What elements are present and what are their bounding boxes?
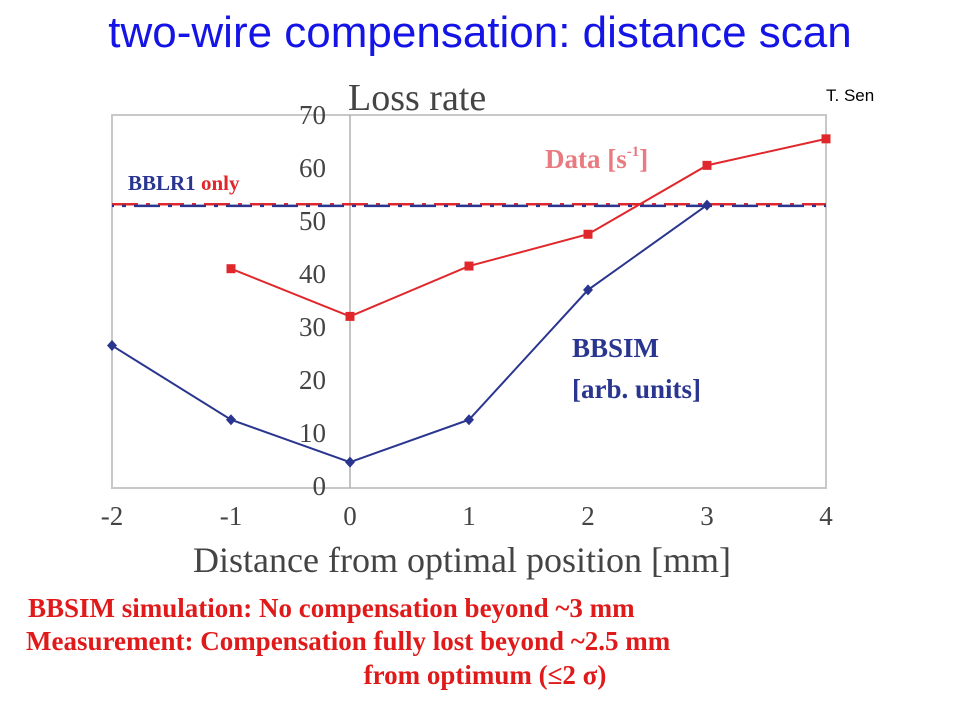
data-series-label: Data [s-1]: [545, 144, 648, 174]
x-tick-label: 4: [819, 501, 833, 531]
note-optimum: from optimum (≤2 σ): [0, 658, 960, 692]
data-point-marker: [346, 312, 355, 321]
y-tick-label: 20: [299, 365, 326, 395]
y-tick-label: 30: [299, 312, 326, 342]
data-label-end: ]: [639, 144, 648, 174]
note-simulation: BBSIM simulation: No compensation beyond…: [0, 592, 960, 624]
y-tick-label: 40: [299, 259, 326, 289]
y-tick-label: 70: [299, 100, 326, 130]
data-point-marker: [703, 161, 712, 170]
data-point-marker: [584, 230, 593, 239]
reference-label-red: only: [201, 171, 240, 195]
bbsim-label-line-2: [arb. units]: [572, 374, 701, 404]
x-tick-label: -2: [101, 501, 124, 531]
data-point-marker: [465, 262, 474, 271]
bbsim-point-marker: [702, 200, 712, 211]
y-tick-label: 10: [299, 418, 326, 448]
data-point-marker: [822, 134, 831, 143]
x-tick-label: 3: [700, 501, 714, 531]
x-tick-label: 2: [581, 501, 595, 531]
slide-notes: BBSIM simulation: No compensation beyond…: [0, 592, 960, 692]
data-point-marker: [227, 264, 236, 273]
bbsim-point-marker: [226, 414, 236, 425]
y-tick-label: 0: [313, 471, 327, 501]
bbsim-point-marker: [107, 340, 117, 351]
note-measurement: Measurement: Compensation fully lost bey…: [0, 624, 960, 658]
y-tick-label: 60: [299, 153, 326, 183]
reference-label: BBLR1 only: [128, 171, 240, 195]
x-tick-labels: -2 -1 0 1 2 3 4: [101, 501, 834, 531]
x-tick-label: -1: [220, 501, 243, 531]
data-label-sup: -1: [627, 144, 640, 160]
x-tick-label: 1: [462, 501, 476, 531]
bbsim-label-line-1: BBSIM: [572, 333, 659, 363]
y-tick-label: 50: [299, 206, 326, 236]
bbsim-series-label: BBSIM [arb. units]: [572, 333, 701, 404]
chart-title: Loss rate: [348, 77, 486, 119]
x-axis-label: Distance from optimal position [mm]: [193, 540, 731, 580]
data-label-main: Data [s: [545, 144, 627, 174]
x-tick-label: 0: [343, 501, 357, 531]
bbsim-point-marker: [345, 457, 355, 468]
reference-label-blue: BBLR1: [128, 171, 201, 195]
